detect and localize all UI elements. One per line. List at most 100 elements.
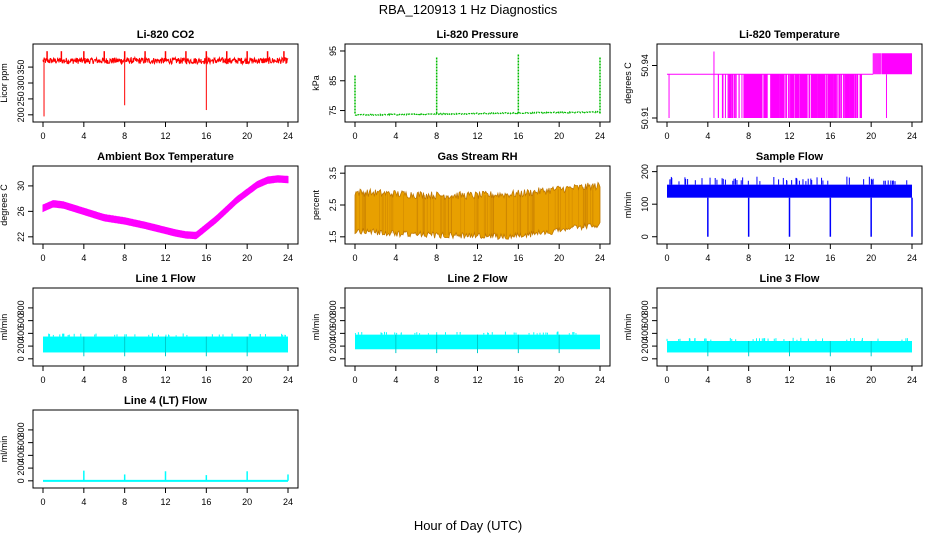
x-axis-label: Hour of Day (UTC): [413, 518, 523, 533]
y-tick-label: 1.5: [328, 231, 338, 244]
y-axis-label: ml/min: [623, 314, 633, 341]
panel-9: Line 4 (LT) Flow ml/min 0 4 8 12 16 20 24 0 200400…: [0, 395, 299, 507]
panel-1: Li-820 Pressure kPa 0 4 8 12 16 20 24 75 85 95: [311, 29, 611, 141]
panel-title: Line 3 Flow: [760, 273, 820, 285]
panel-5: Sample Flow ml/min 0 4 8 12 16 20 24 0 100 200: [623, 151, 923, 263]
panel-4: Gas Stream RH percent 0 4 8 12 16 20 24 1.5 2.5 3.5: [311, 151, 611, 263]
y-tick-label: 0: [640, 356, 650, 361]
temp-dense-block: [846, 74, 850, 118]
x-tick-label: 24: [283, 131, 293, 141]
panel-7: Line 2 Flow ml/min 0 4 8 12 16 20 24 0 20040060080…: [311, 273, 611, 385]
y-tick-label: 100: [640, 197, 650, 212]
temp-dense-block: [770, 74, 774, 118]
x-tick-label: 24: [283, 375, 293, 385]
y-axis-label: kPa: [311, 75, 321, 91]
plot-area: [43, 470, 289, 482]
x-tick-label: 8: [434, 131, 439, 141]
panel-title: Li-820 Temperature: [739, 29, 840, 41]
x-tick-label: 12: [160, 131, 170, 141]
x-tick-label: 16: [513, 131, 523, 141]
temp-dense-block: [776, 74, 780, 118]
y-axis-label: ml/min: [623, 192, 633, 219]
panel-title: Gas Stream RH: [437, 151, 517, 163]
y-tick-label: 800: [16, 300, 26, 315]
y-tick-label: 400: [640, 326, 650, 341]
x-tick-label: 4: [705, 131, 710, 141]
x-tick-label: 12: [160, 375, 170, 385]
x-tick-label: 24: [283, 497, 293, 507]
temp-dense-block: [755, 74, 759, 118]
panel-title: Sample Flow: [756, 151, 824, 163]
y-axis-label: ml/min: [0, 436, 9, 463]
x-tick-label: 8: [434, 375, 439, 385]
sample-flow-band: [667, 184, 912, 198]
x-tick-label: 24: [595, 375, 605, 385]
y-tick-label: 300: [16, 75, 26, 90]
y-tick-label: 50.94: [640, 54, 650, 77]
x-tick-label: 16: [201, 375, 211, 385]
temp-dense-block: [828, 74, 832, 118]
x-tick-label: 20: [866, 253, 876, 263]
x-tick-label: 24: [907, 253, 917, 263]
plot-area: [667, 51, 912, 118]
x-tick-label: 16: [513, 375, 523, 385]
x-tick-label: 16: [513, 253, 523, 263]
x-tick-label: 16: [201, 253, 211, 263]
x-tick-label: 24: [907, 375, 917, 385]
temp-dense-block: [829, 74, 833, 118]
y-tick-label: 3.5: [328, 167, 338, 180]
x-tick-label: 20: [242, 375, 252, 385]
panel-8: Line 3 Flow ml/min 0 4 8 12 16 20 24 0 20040060080…: [623, 273, 923, 385]
plot-area: [667, 176, 913, 237]
x-tick-label: 8: [122, 131, 127, 141]
temp-dense-block: [748, 74, 752, 118]
x-tick-label: 0: [352, 253, 357, 263]
x-tick-label: 8: [434, 253, 439, 263]
temp-dense-block: [790, 74, 794, 118]
y-axis-label: ml/min: [311, 314, 321, 341]
y-tick-label: 26: [16, 206, 26, 216]
y-tick-label: 200: [640, 339, 650, 354]
y-tick-label: 800: [16, 422, 26, 437]
y-tick-label: 600: [640, 313, 650, 328]
x-tick-label: 4: [393, 131, 398, 141]
x-tick-label: 0: [352, 131, 357, 141]
x-tick-label: 4: [393, 375, 398, 385]
y-tick-label: 200: [16, 107, 26, 122]
y-tick-label: 600: [328, 313, 338, 328]
x-tick-label: 12: [472, 253, 482, 263]
temp-dense-block: [849, 74, 853, 118]
x-tick-label: 4: [81, 497, 86, 507]
y-axis-label: Licor ppm: [0, 63, 9, 103]
x-tick-label: 16: [825, 131, 835, 141]
x-tick-label: 12: [784, 375, 794, 385]
x-tick-label: 0: [664, 253, 669, 263]
x-tick-label: 0: [40, 131, 45, 141]
x-tick-label: 12: [160, 253, 170, 263]
y-tick-label: 800: [328, 300, 338, 315]
temp-high-block: [881, 53, 912, 75]
y-tick-label: 400: [16, 326, 26, 341]
x-tick-label: 20: [242, 131, 252, 141]
pressure-series: [354, 110, 601, 117]
x-tick-label: 12: [784, 253, 794, 263]
x-tick-label: 24: [595, 253, 605, 263]
x-tick-label: 20: [242, 497, 252, 507]
plot-area: [42, 175, 289, 240]
temp-dense-block: [773, 74, 777, 118]
temp-dense-block: [750, 74, 754, 118]
temp-dense-block: [752, 74, 756, 118]
x-tick-label: 16: [825, 375, 835, 385]
x-tick-label: 12: [160, 497, 170, 507]
y-axis-label: degrees C: [0, 184, 9, 226]
x-tick-label: 20: [554, 131, 564, 141]
y-tick-label: 50.91: [640, 107, 650, 130]
panel-3: Ambient Box Temperature degrees C 0 4 8 12 16 2…: [0, 151, 299, 263]
temp-dense-block: [813, 74, 817, 118]
y-tick-label: 250: [16, 91, 26, 106]
y-tick-label: 200: [640, 164, 650, 179]
y-axis-label: percent: [311, 189, 321, 220]
temp-dense-block: [833, 74, 837, 118]
